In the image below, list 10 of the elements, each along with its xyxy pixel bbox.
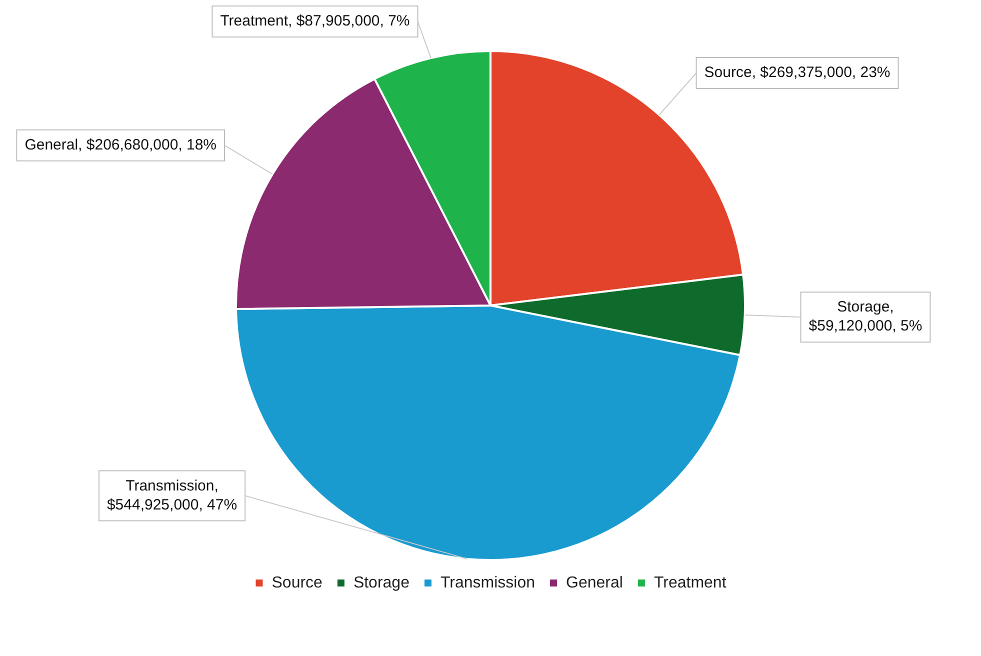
data-label: Source, $269,375,000, 23% [704, 64, 890, 82]
legend-label: Storage [353, 574, 410, 592]
data-label: Treatment, $87,905,000, 7% [220, 12, 410, 30]
legend-label: Treatment [654, 574, 727, 592]
data-label: Transmission, $544,925,000, 47% [106, 477, 238, 514]
legend-label: Transmission [440, 574, 536, 592]
data-label: General, $206,680,000, 18% [24, 136, 217, 154]
legend-label: Source [272, 574, 323, 592]
legend-label: General [566, 574, 623, 592]
data-label: Storage, $59,120,000, 5% [808, 298, 922, 335]
